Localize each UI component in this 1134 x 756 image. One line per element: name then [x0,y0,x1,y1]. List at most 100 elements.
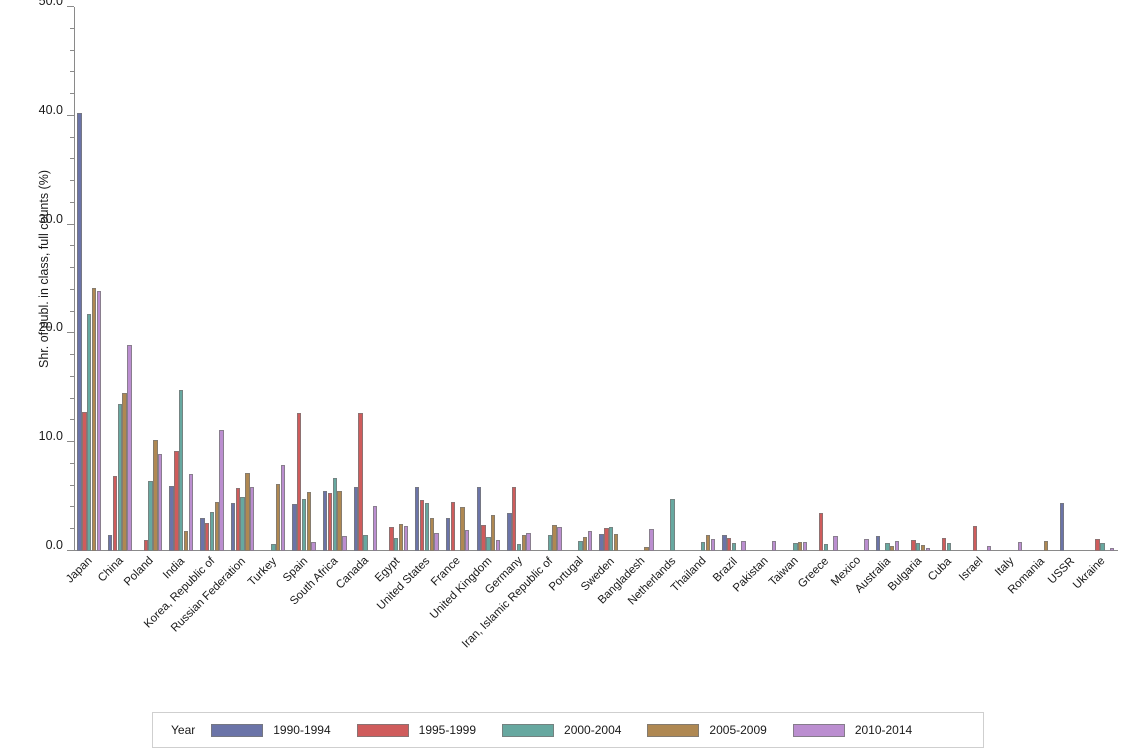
bar [1043,541,1049,551]
bar [946,543,952,551]
x-tick-label: Israel [957,554,986,584]
bar [297,412,302,551]
bar [599,533,604,551]
bar [722,534,727,551]
bar [174,450,179,551]
bar-group [412,7,443,551]
legend-title: Year [171,723,196,737]
bar-group [105,7,136,551]
bar [250,486,255,551]
bar [332,478,337,551]
legend-swatch [211,723,264,737]
bar [398,523,404,551]
bar [823,544,829,551]
bar [705,534,711,551]
legend-item[interactable]: 2010-2014 [792,723,912,737]
bar [864,539,869,551]
bar-group [1087,7,1118,551]
legend-label: 1990-1994 [273,723,331,737]
legend: Year 1990-1994 1995-1999 2000-2004 2005-200… [152,712,984,748]
bar [649,529,654,551]
bar-group [535,7,566,551]
bar [613,533,619,551]
x-axis-labels: Japan China Poland India Korea, Republic of R… [64,551,1118,701]
y-tick-minor [70,180,74,182]
bar [393,537,399,551]
bar [77,112,82,551]
bar [200,518,205,551]
bar-group [228,7,259,551]
bar-group [964,7,995,551]
bar-group [197,7,228,551]
x-tick-label: Poland [122,555,157,589]
bar [1095,539,1100,551]
bar [240,496,245,551]
legend-label: 2005-2009 [709,723,767,737]
bar [169,485,174,551]
y-tick-major [67,332,74,334]
bar [445,518,451,551]
bar [915,542,921,551]
bar-group [565,7,596,551]
bar [911,540,916,551]
bar [819,512,824,551]
bar-group [995,7,1026,551]
bar [490,515,496,551]
y-tick-minor [70,462,74,464]
bar [465,530,470,551]
y-tick-major [67,6,74,7]
bar [516,544,522,551]
bar [372,506,378,551]
y-tick-label: 0.0 [45,538,63,552]
x-tick-label: India [160,555,187,582]
bar-group [688,7,719,551]
bar [833,535,838,551]
bar-group [719,7,750,551]
bar [547,534,552,551]
legend-item[interactable]: 1995-1999 [356,723,476,737]
legend-item[interactable]: 2005-2009 [647,723,767,737]
bar [644,546,649,551]
legend-swatch [792,723,845,737]
bar [1017,542,1023,551]
y-tick-major [67,441,74,443]
y-tick-minor [70,419,74,421]
bar-group [381,7,412,551]
bar [890,545,895,551]
bar-group [903,7,934,551]
bar [670,498,675,551]
y-tick-major [67,223,74,225]
bar [204,522,210,551]
bar [245,472,250,551]
bar [271,544,276,551]
bar [358,412,363,551]
y-tick-minor [70,310,74,312]
bar [793,542,798,551]
bar [403,525,408,551]
bar [894,541,900,551]
bar [429,518,434,551]
bar [476,486,481,551]
bar [188,473,194,551]
bar [214,502,219,551]
bar [587,531,593,551]
bar [108,534,113,551]
bar-group [811,7,842,551]
bar [507,512,512,551]
bar-group [842,7,873,551]
bar-group [750,7,781,551]
bar [353,486,359,551]
y-tick-label: 20.0 [38,320,63,335]
y-tick-minor [70,375,74,377]
legend-label: 2000-2004 [564,723,622,737]
x-tick-label: Bulgaria [885,554,925,594]
y-tick-minor [70,528,74,530]
legend-item[interactable]: 1990-1994 [211,723,331,737]
bar [726,537,732,551]
bar-group [1026,7,1057,551]
bar [526,532,531,551]
legend-item[interactable]: 2000-2004 [502,723,621,737]
legend-swatch [502,723,555,737]
bar [521,534,527,551]
